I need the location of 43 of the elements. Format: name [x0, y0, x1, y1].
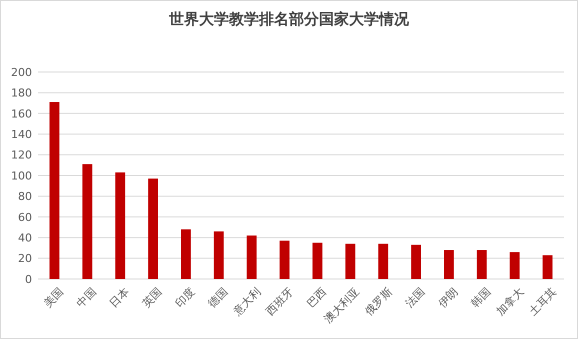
- bar: [444, 250, 454, 279]
- x-tick-label: 加拿大: [494, 285, 526, 318]
- y-tick-label: 0: [25, 272, 32, 286]
- y-tick-label: 40: [18, 231, 32, 244]
- x-tick-label: 德国: [206, 285, 230, 310]
- x-tick-label: 伊朗: [436, 285, 461, 310]
- bar: [148, 178, 158, 279]
- y-tick-label: 100: [11, 169, 32, 182]
- bar: [378, 244, 388, 279]
- x-tick-label: 意大利: [230, 285, 264, 319]
- y-tick-label: 120: [11, 148, 32, 162]
- y-tick-label: 180: [11, 86, 32, 100]
- x-tick-label: 印度: [172, 285, 198, 310]
- x-tick-label: 俄罗斯: [362, 285, 395, 318]
- bar: [345, 244, 356, 279]
- bar: [312, 242, 322, 279]
- x-tick-label: 日本: [107, 285, 132, 310]
- x-tick-label: 中国: [74, 285, 99, 310]
- bar: [115, 172, 126, 279]
- x-tick-label: 土耳其: [526, 285, 560, 318]
- bar: [82, 164, 92, 279]
- bar: [214, 231, 224, 279]
- y-tick-label: 20: [18, 252, 32, 266]
- y-tick-label: 160: [11, 107, 32, 120]
- y-tick-label: 140: [11, 128, 32, 141]
- x-tick-label: 法国: [402, 285, 428, 310]
- chart-title: 世界大学教学排名部分国家大学情况: [168, 10, 410, 28]
- bar: [542, 255, 552, 279]
- bar: [510, 252, 520, 279]
- bar: [280, 240, 290, 279]
- bar: [246, 236, 257, 279]
- y-tick-label: 80: [18, 190, 32, 204]
- x-tick-label: 西班牙: [264, 285, 296, 318]
- bar: [411, 244, 421, 279]
- bar: [476, 250, 487, 279]
- x-tick-label: 英国: [140, 285, 165, 310]
- x-tick-label: 美国: [41, 285, 66, 310]
- bar: [181, 229, 191, 279]
- x-tick-label: 韩国: [468, 285, 494, 310]
- x-tick-label: 巴西: [304, 285, 330, 310]
- y-tick-label: 60: [18, 210, 32, 224]
- bar: [50, 102, 60, 279]
- y-tick-label: 200: [11, 66, 32, 79]
